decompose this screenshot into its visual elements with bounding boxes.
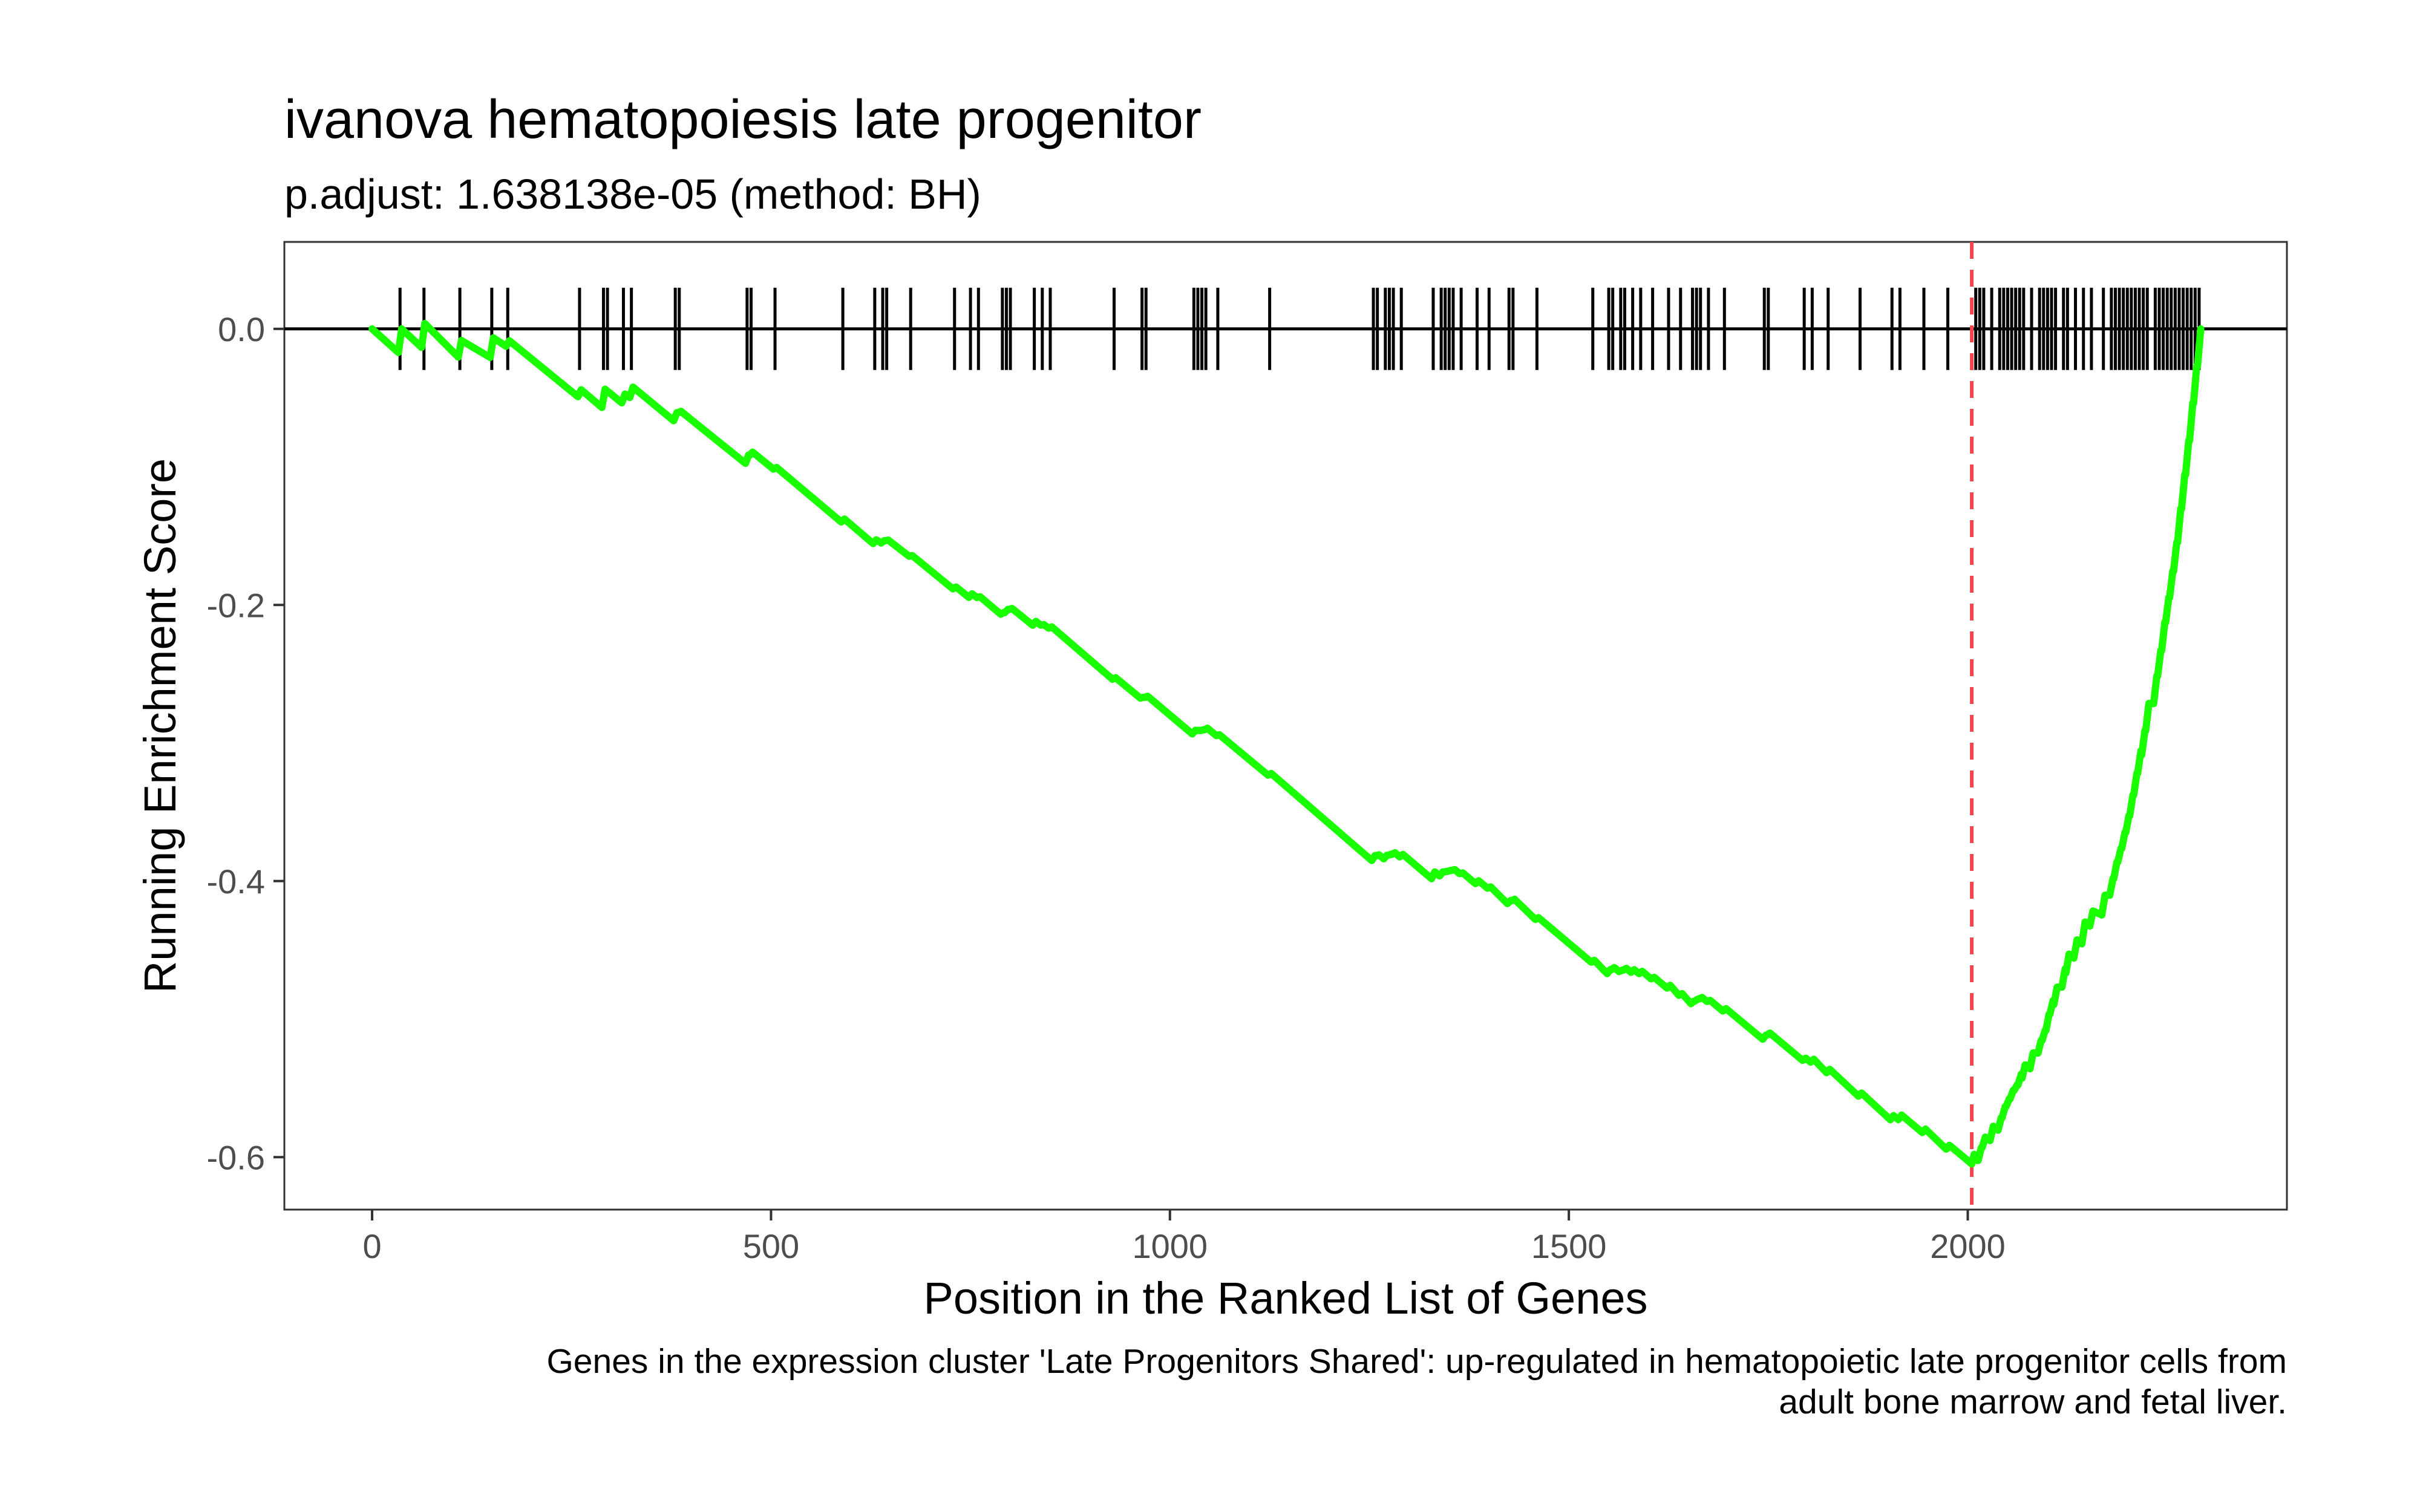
x-tick-label: 2000 — [1930, 1227, 2006, 1265]
y-tick-label: 0.0 — [218, 310, 265, 348]
enrichment-curve — [368, 319, 2205, 1168]
chart-subtitle: p.adjust: 1.638138e-05 (method: BH) — [284, 171, 981, 218]
x-tick-label: 0 — [362, 1227, 381, 1265]
x-axis-title: Position in the Ranked List of Genes — [923, 1273, 1647, 1323]
enrichment-score-line — [368, 319, 2205, 1168]
caption-line-2: adult bone marrow and fetal liver. — [1779, 1383, 2287, 1421]
y-tick-label: -0.6 — [207, 1138, 266, 1176]
y-tick-label: -0.2 — [207, 586, 266, 624]
plot-panel — [283, 241, 2288, 1211]
reference-lines — [284, 242, 2287, 1210]
y-tick-label: -0.4 — [207, 862, 266, 901]
y-axis-title: Running Enrichment Score — [135, 458, 185, 993]
caption-line-1: Genes in the expression cluster 'Late Pr… — [546, 1342, 2287, 1381]
x-tick-label: 1000 — [1132, 1227, 1208, 1265]
x-tick-label: 500 — [743, 1227, 799, 1265]
x-tick-label: 1500 — [1531, 1227, 1607, 1265]
chart-title: ivanova hematopoiesis late progenitor — [284, 90, 1202, 150]
axes: 0 500 1000 1500 2000 0.0 -0.2 -0.4 -0.6 — [207, 310, 2006, 1265]
